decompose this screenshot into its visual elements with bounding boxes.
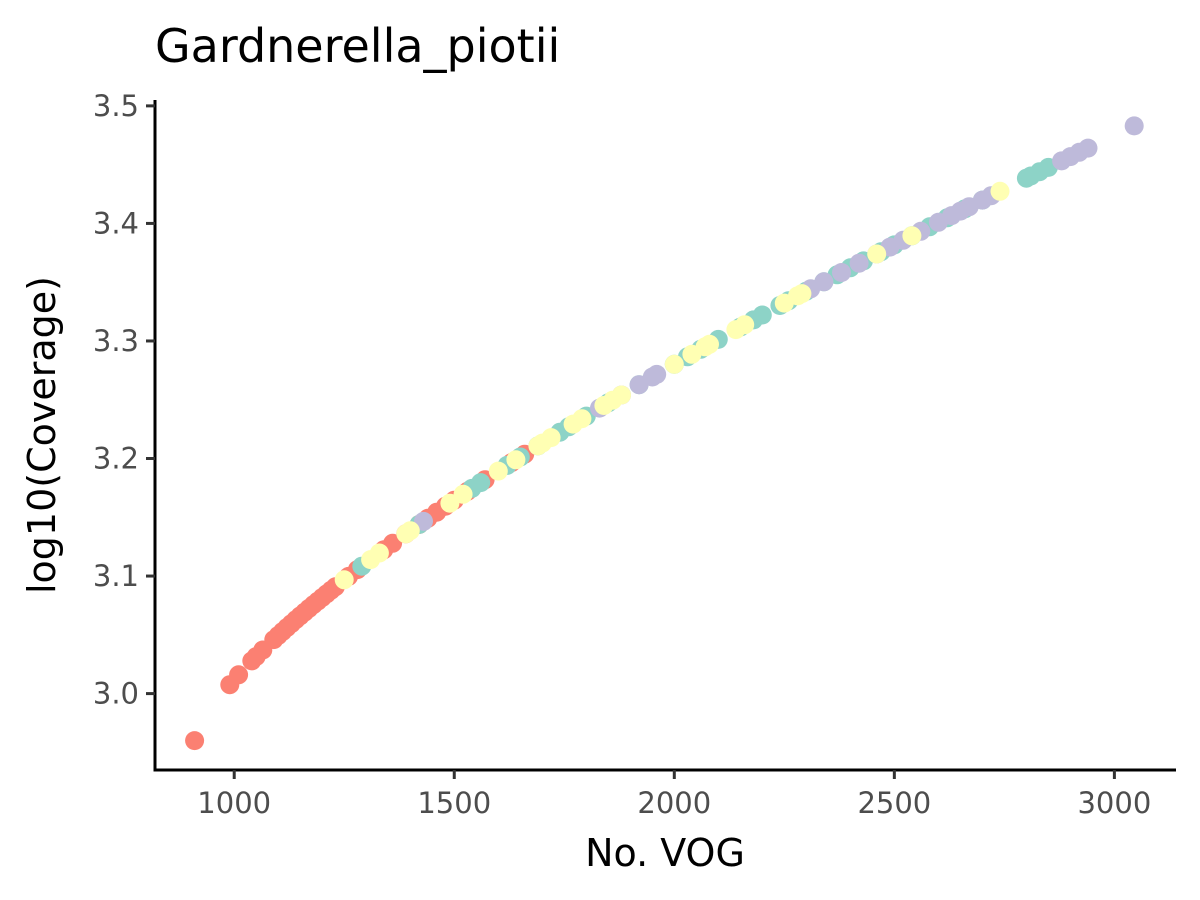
data-point bbox=[849, 253, 869, 273]
x-tick-label: 1000 bbox=[197, 786, 271, 820]
data-point bbox=[612, 385, 631, 405]
data-point bbox=[229, 665, 249, 685]
data-point bbox=[902, 226, 922, 246]
data-point bbox=[572, 409, 592, 429]
data-point bbox=[541, 428, 561, 448]
data-point bbox=[383, 533, 403, 553]
data-point bbox=[334, 570, 354, 590]
y-tick-label: 3.3 bbox=[93, 324, 139, 358]
data-point bbox=[185, 731, 205, 751]
data-point bbox=[832, 263, 851, 282]
series-4 bbox=[334, 181, 1010, 590]
data-point bbox=[453, 484, 473, 504]
x-tick-label: 2500 bbox=[857, 786, 931, 820]
y-axis-title: log10(Coverage) bbox=[20, 276, 64, 594]
y-tick-label: 3.5 bbox=[93, 89, 139, 123]
data-point bbox=[664, 354, 684, 374]
data-point bbox=[400, 521, 420, 541]
data-point bbox=[471, 473, 491, 493]
data-point bbox=[867, 244, 887, 264]
x-axis-title: No. VOG bbox=[585, 831, 745, 875]
y-axis-ticks: 3.0 3.1 3.2 3.3 3.4 3.5 bbox=[93, 89, 155, 711]
data-point bbox=[369, 543, 389, 563]
chart-title: Gardnerella_piotii bbox=[155, 19, 560, 73]
data-point bbox=[1078, 138, 1098, 158]
x-tick-label: 3000 bbox=[1077, 786, 1151, 820]
x-axis-ticks: 1000 1500 2000 2500 3000 bbox=[197, 770, 1151, 820]
y-tick-label: 3.2 bbox=[93, 442, 139, 476]
x-tick-label: 1500 bbox=[417, 786, 491, 820]
data-point bbox=[488, 461, 508, 481]
data-point bbox=[647, 364, 667, 384]
data-point bbox=[990, 181, 1010, 201]
data-point bbox=[506, 450, 526, 470]
x-tick-label: 2000 bbox=[637, 786, 711, 820]
data-points bbox=[185, 116, 1144, 751]
y-tick-label: 3.4 bbox=[93, 206, 139, 240]
data-point bbox=[792, 284, 812, 304]
data-point bbox=[1124, 116, 1144, 136]
y-tick-label: 3.0 bbox=[93, 677, 139, 711]
data-point bbox=[700, 334, 719, 354]
data-point bbox=[735, 315, 755, 335]
data-point bbox=[752, 305, 772, 325]
data-point bbox=[414, 511, 433, 531]
data-point bbox=[814, 272, 834, 292]
y-tick-label: 3.1 bbox=[93, 559, 139, 593]
